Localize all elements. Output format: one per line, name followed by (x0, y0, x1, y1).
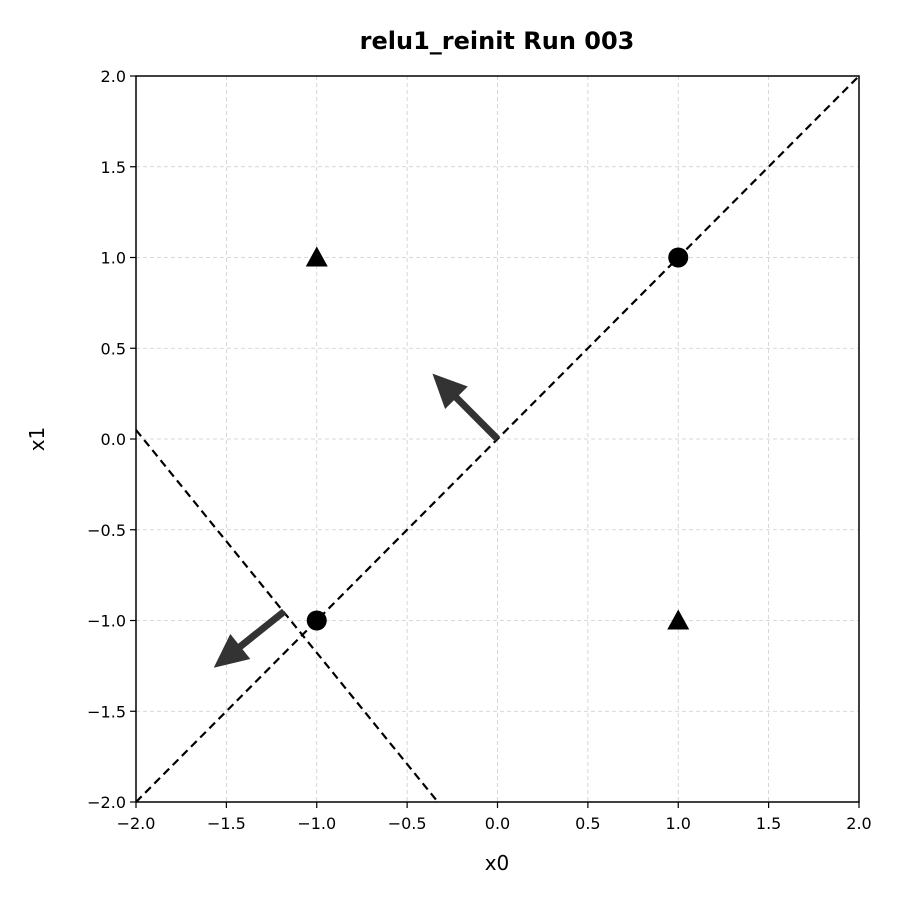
circle-point (668, 247, 689, 268)
x-tick-label: 1.0 (666, 814, 691, 833)
triangle-point (667, 609, 690, 630)
y-tick-label: −0.5 (87, 521, 126, 540)
x-tick-label: −1.0 (297, 814, 336, 833)
direction-arrows (213, 373, 500, 668)
x-tick-label: 1.5 (756, 814, 781, 833)
x-axis-label: x0 (485, 851, 510, 875)
decision-boundary-line (136, 429, 439, 802)
y-tick-label: 0.5 (101, 339, 126, 358)
y-tick-label: −1.0 (87, 612, 126, 631)
x-tick-label: 2.0 (846, 814, 871, 833)
triangle-point (305, 246, 328, 267)
y-axis-label: x1 (25, 427, 49, 452)
arrow-shaft (236, 608, 287, 651)
arrow-head (213, 633, 251, 668)
data-points (305, 246, 690, 631)
x-tick-label: −1.5 (207, 814, 246, 833)
y-tick-label: 1.5 (101, 158, 126, 177)
x-tick-label: −2.0 (117, 814, 156, 833)
axis-ticks: −2.0 −1.5 −1.0 −0.5 0.0 0.5 1.0 1.5 2.0 −2.0 −1.5 −… (87, 67, 872, 833)
y-tick-label: 1.0 (101, 249, 126, 268)
arrow-head (432, 373, 468, 410)
grid (135, 75, 860, 803)
x-tick-label: −0.5 (388, 814, 427, 833)
circle-point (306, 610, 327, 631)
arrow-shaft (452, 393, 500, 442)
x-tick-label: 0.0 (485, 814, 510, 833)
y-tick-label: 2.0 (101, 67, 126, 86)
y-tick-label: −2.0 (87, 793, 126, 812)
x-tick-label: 0.5 (575, 814, 600, 833)
y-tick-label: −1.5 (87, 702, 126, 721)
chart-title: relu1_reinit Run 003 (360, 27, 635, 55)
y-tick-label: 0.0 (101, 430, 126, 449)
